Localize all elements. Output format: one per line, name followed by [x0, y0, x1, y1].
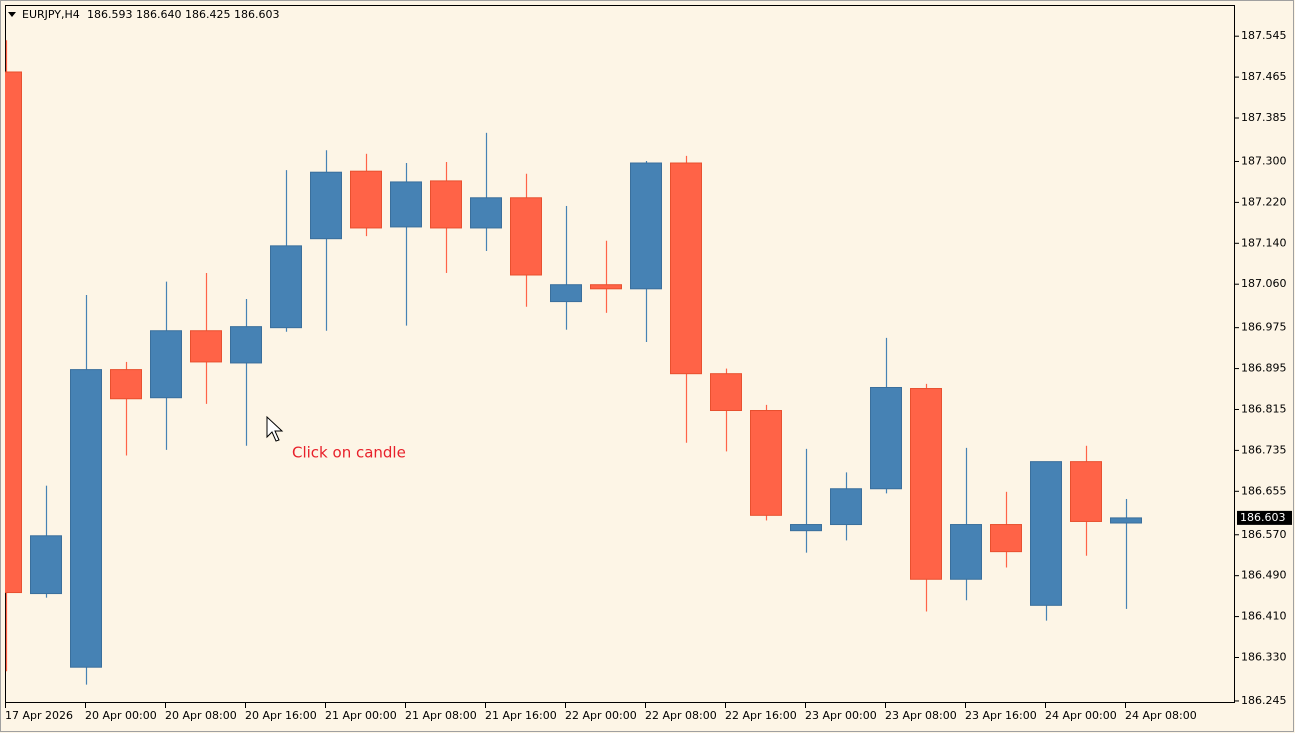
- candle-body: [1110, 517, 1142, 524]
- price-marker: [1237, 510, 1292, 525]
- y-tick-label: 187.060: [1241, 277, 1287, 290]
- cursor: [266, 415, 284, 442]
- price-marker-label: 186.603: [1240, 511, 1286, 524]
- plot: [5, 40, 1142, 685]
- candle-body: [5, 71, 22, 594]
- candle-body: [590, 284, 622, 290]
- candle-body: [470, 197, 502, 229]
- y-tick-label: 186.975: [1241, 321, 1287, 334]
- candle-body: [1030, 461, 1062, 606]
- quote: 186.593 186.640 186.425 186.603: [87, 8, 279, 21]
- candle-body: [230, 326, 262, 364]
- candle-body: [1070, 461, 1102, 522]
- candle-body: [870, 386, 902, 490]
- candle-body: [830, 488, 862, 526]
- y-tick-label: 186.815: [1241, 402, 1287, 415]
- candle-body: [750, 410, 782, 516]
- y-tick-label: 186.330: [1241, 650, 1287, 663]
- x-tick-label: 21 Apr 08:00: [405, 709, 477, 722]
- y-tick-label: 186.735: [1241, 443, 1287, 456]
- y-tick-label: 186.895: [1241, 362, 1287, 375]
- y-tick-label: 187.140: [1241, 236, 1287, 249]
- candle-body: [430, 180, 462, 229]
- candle-body: [950, 524, 982, 580]
- candle-body: [190, 330, 222, 363]
- candle-body: [630, 162, 662, 290]
- candle-body: [350, 170, 382, 229]
- x-tick-label: 17 Apr 2026: [5, 709, 73, 722]
- x-tick-label: 24 Apr 08:00: [1125, 709, 1197, 722]
- x-tick-label: 22 Apr 16:00: [725, 709, 797, 722]
- candle-body: [30, 535, 62, 595]
- menu-arrow[interactable]: [8, 12, 16, 17]
- symbol: EURJPY,H4: [22, 8, 80, 21]
- x-tick-label: 23 Apr 00:00: [805, 709, 877, 722]
- y-tick-label: 186.490: [1241, 569, 1287, 582]
- candle-body: [270, 245, 302, 329]
- candle-body: [990, 524, 1022, 553]
- candle-body: [550, 284, 582, 303]
- candle-body: [110, 369, 142, 400]
- candle-body: [670, 162, 702, 375]
- x-tick-label: 21 Apr 16:00: [485, 709, 557, 722]
- candle-body: [910, 388, 942, 580]
- y-tick-label: 187.545: [1241, 29, 1287, 42]
- x-tick-label: 20 Apr 16:00: [245, 709, 317, 722]
- y-tick-label: 187.300: [1241, 154, 1287, 167]
- candle-body: [510, 197, 542, 276]
- y-tick-label: 186.410: [1241, 610, 1287, 623]
- y-tick-label: 186.245: [1241, 694, 1287, 707]
- annotation: Click on candle: [292, 444, 406, 462]
- y-tick-label: 186.655: [1241, 484, 1287, 497]
- candle-body: [310, 171, 342, 240]
- candle-body: [390, 181, 422, 228]
- candle-body: [790, 524, 822, 532]
- x-tick-label: 20 Apr 08:00: [165, 709, 237, 722]
- y-tick-label: 187.385: [1241, 111, 1287, 124]
- candle-body: [150, 330, 182, 399]
- x-tick-label: 20 Apr 00:00: [85, 709, 157, 722]
- candle-body: [70, 369, 102, 668]
- y-tick-label: 187.220: [1241, 195, 1287, 208]
- x-tick-label: 23 Apr 08:00: [885, 709, 957, 722]
- y-tick-label: 187.465: [1241, 70, 1287, 83]
- x-tick-label: 22 Apr 08:00: [645, 709, 717, 722]
- y-tick-label: 186.570: [1241, 528, 1287, 541]
- x-tick-label: 23 Apr 16:00: [965, 709, 1037, 722]
- x-tick-label: 21 Apr 00:00: [325, 709, 397, 722]
- x-tick-label: 24 Apr 00:00: [1045, 709, 1117, 722]
- x-tick-label: 22 Apr 00:00: [565, 709, 637, 722]
- candle-body: [710, 373, 742, 412]
